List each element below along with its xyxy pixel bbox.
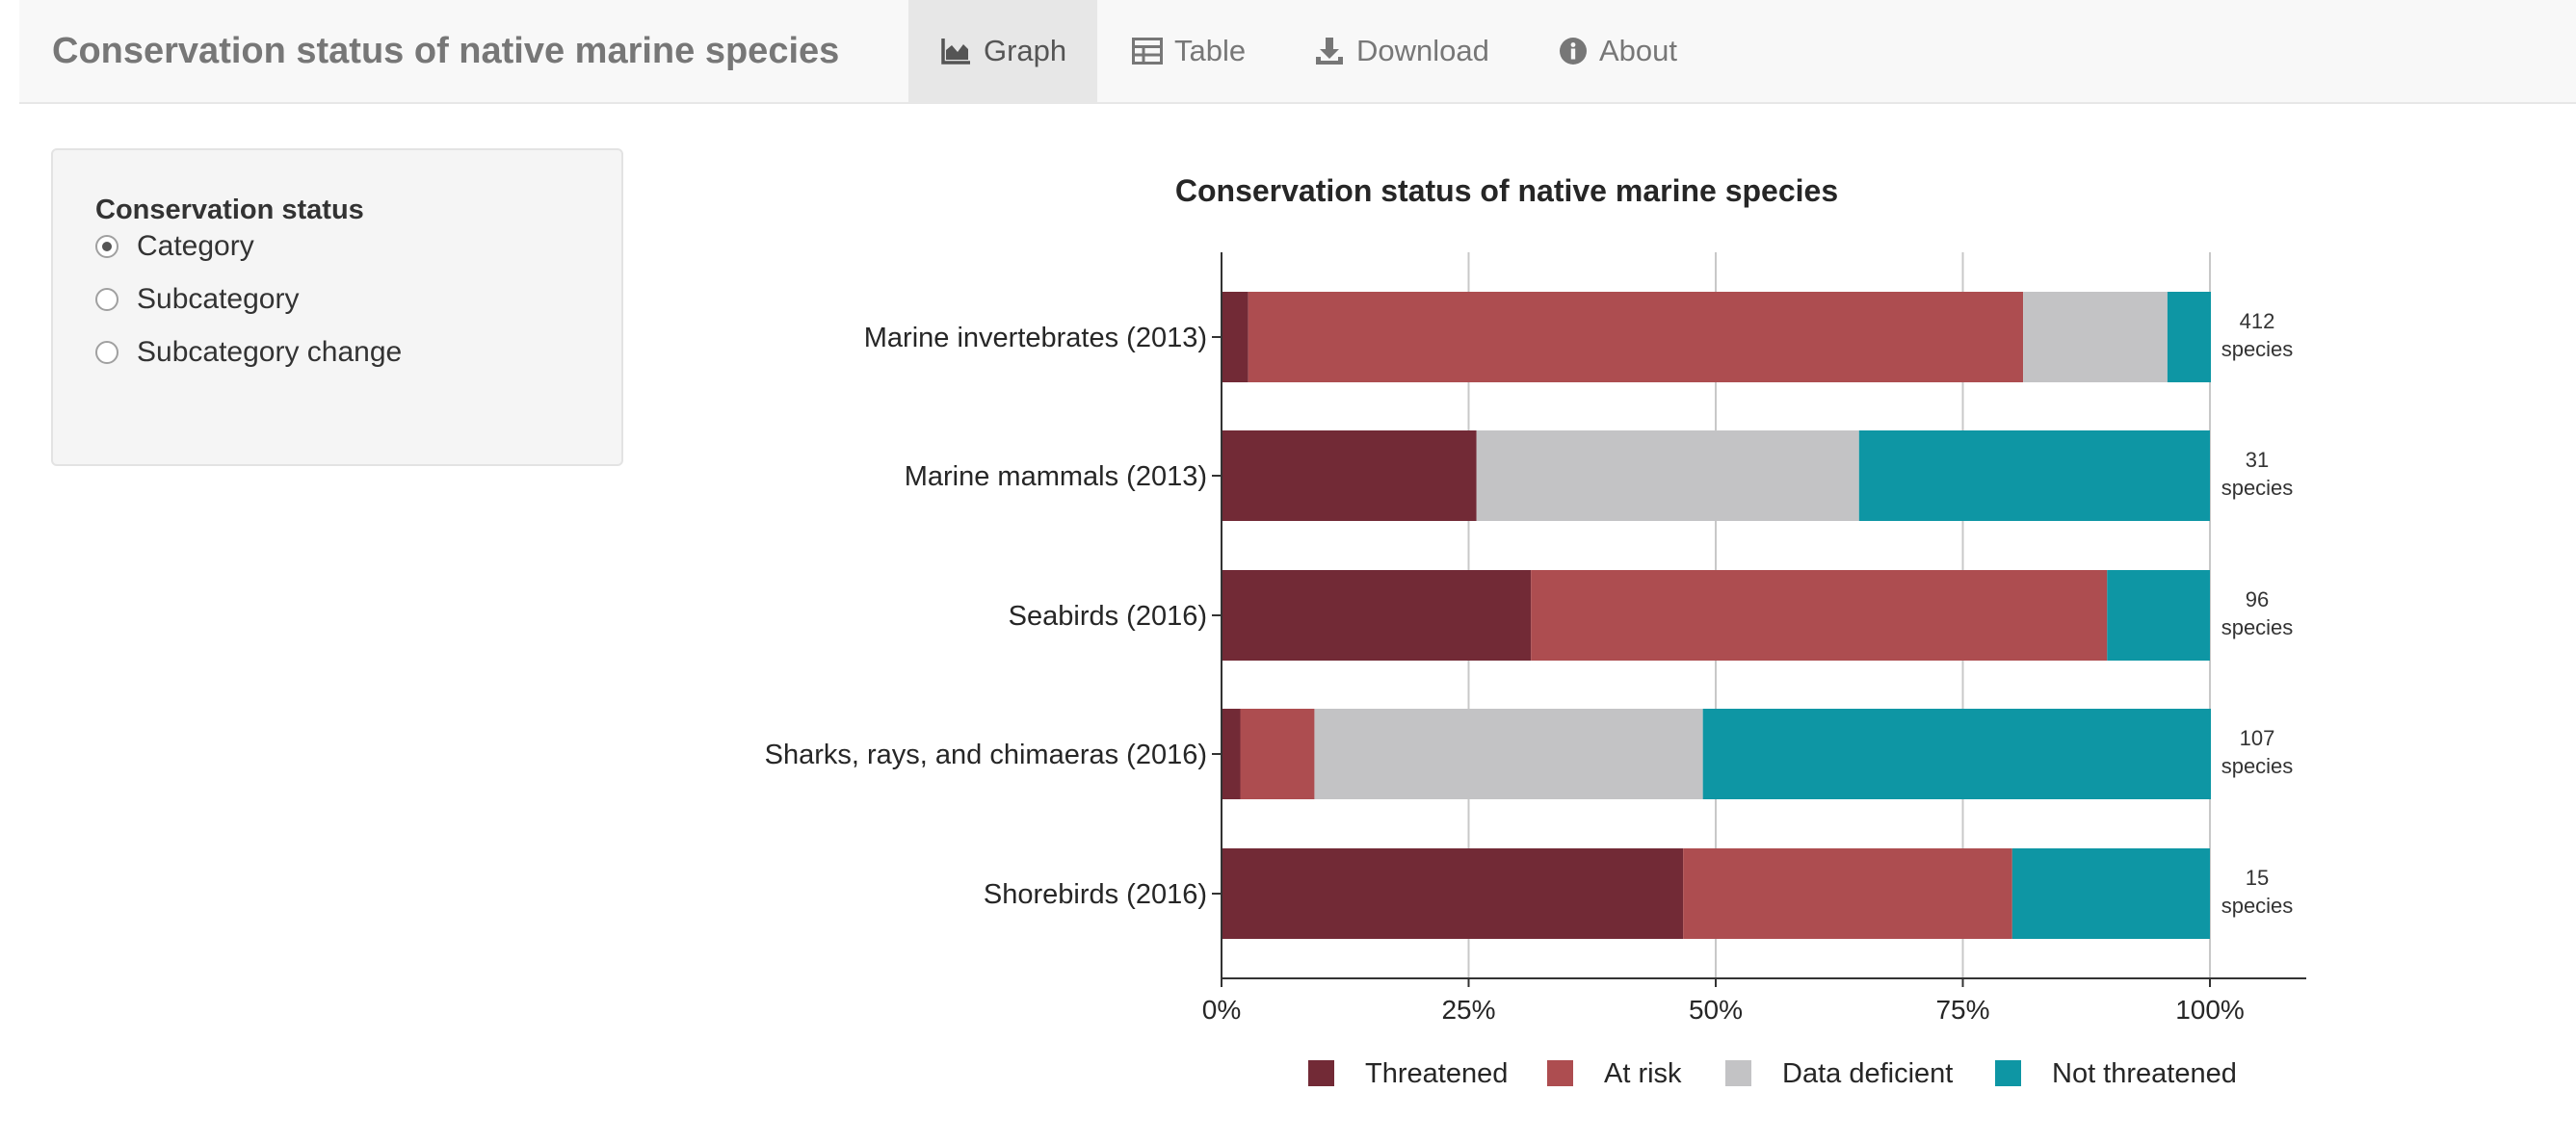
bar-segment [2023, 292, 2168, 382]
species-count-unit-label: species [2221, 894, 2294, 918]
sidebar-panel: Conservation status Category Subcategory… [51, 148, 623, 466]
legend-swatch [1308, 1060, 1334, 1086]
legend-swatch [1547, 1060, 1573, 1086]
species-count-label: 31 [2246, 448, 2269, 472]
radio-category-label: Category [137, 230, 254, 262]
bar-segment [1222, 709, 1241, 799]
species-count-unit-label: species [2221, 337, 2294, 361]
legend-swatch [1725, 1060, 1751, 1086]
tab-table-label: Table [1174, 34, 1247, 67]
x-tick-label: 100% [2175, 995, 2245, 1025]
tab-about[interactable]: About [1559, 0, 1713, 102]
radio-subcategory[interactable]: Subcategory [95, 280, 299, 319]
legend-label: Threatened [1365, 1058, 1508, 1089]
bar-segment [1222, 848, 1684, 939]
bar-segment [2011, 848, 2210, 939]
species-count-label: 15 [2246, 866, 2269, 890]
legend-label: Not threatened [2052, 1058, 2237, 1089]
legend-label: At risk [1604, 1058, 1682, 1089]
bar-segment [1222, 292, 1249, 382]
species-count-label: 412 [2240, 309, 2275, 333]
radio-button[interactable] [95, 288, 118, 311]
chart-title: Conservation status of native marine spe… [1175, 173, 1838, 208]
navbar: Conservation status of native marine spe… [19, 0, 2576, 104]
category-label: Sharks, rays, and chimaeras (2016) [765, 740, 1207, 770]
area-chart-icon [941, 39, 970, 65]
bar-segment [2107, 570, 2210, 661]
category-label: Seabirds (2016) [1009, 601, 1207, 632]
category-label: Marine invertebrates (2013) [864, 323, 1207, 353]
species-count-unit-label: species [2221, 615, 2294, 639]
bar-segment [1248, 292, 2024, 382]
x-tick-label: 75% [1935, 995, 1989, 1025]
radio-button[interactable] [95, 341, 118, 364]
tab-table[interactable]: Table [1132, 0, 1257, 102]
x-tick-label: 25% [1441, 995, 1495, 1025]
x-tick-label: 0% [1202, 995, 1241, 1025]
bar-segment [1531, 570, 2108, 661]
bar-segment [1222, 430, 1477, 521]
tab-about-label: About [1599, 34, 1678, 67]
bar-segment [1683, 848, 2012, 939]
category-label: Marine mammals (2013) [905, 461, 1207, 492]
tab-download-label: Download [1356, 34, 1489, 67]
radio-subcategory-label: Subcategory [137, 283, 300, 315]
tab-download[interactable]: Download [1314, 0, 1507, 102]
conservation-status-heading: Conservation status [95, 195, 364, 225]
x-tick-label: 50% [1689, 995, 1743, 1025]
info-circle-icon [1560, 38, 1587, 65]
bar-segment [2167, 292, 2212, 382]
bar-segment [1240, 709, 1315, 799]
bar-segment [1222, 570, 1532, 661]
species-count-label: 96 [2246, 587, 2269, 611]
app-title: Conservation status of native marine spe… [52, 31, 840, 71]
species-count-unit-label: species [2221, 476, 2294, 500]
bar-segment [1476, 430, 1859, 521]
legend-label: Data deficient [1782, 1058, 1953, 1089]
bar-segment [1858, 430, 2210, 521]
radio-button-checked[interactable] [95, 235, 118, 258]
species-count-label: 107 [2240, 726, 2275, 750]
bar-segment [1314, 709, 1703, 799]
bar-segment [1702, 709, 2212, 799]
species-count-unit-label: species [2221, 754, 2294, 778]
tab-graph-label: Graph [984, 34, 1067, 67]
radio-subcategory-change-label: Subcategory change [137, 336, 403, 368]
radio-subcategory-change[interactable]: Subcategory change [95, 333, 402, 372]
tab-graph[interactable]: Graph [908, 0, 1097, 102]
legend-swatch [1995, 1060, 2021, 1086]
radio-category[interactable]: Category [95, 227, 254, 266]
category-label: Shorebirds (2016) [984, 879, 1207, 910]
table-icon [1132, 38, 1163, 65]
download-icon [1316, 38, 1343, 65]
